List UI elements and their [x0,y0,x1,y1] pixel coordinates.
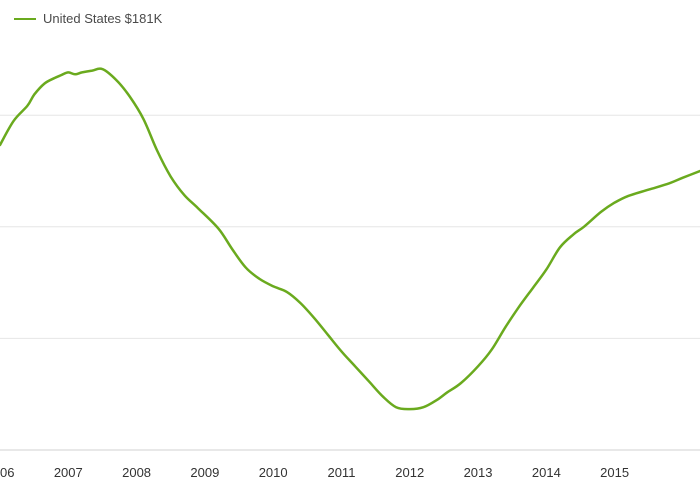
legend-swatch [14,17,36,20]
legend-label: United States $181K [43,11,163,26]
x-tick-label: 2013 [464,465,493,480]
x-tick-label: 2008 [122,465,151,480]
x-tick-label: 2012 [395,465,424,480]
legend: United States $181K [14,11,162,26]
x-tick-label: 2015 [600,465,629,480]
grid-lines [0,114,700,339]
x-tick-label: 2006 [0,465,14,480]
series-line-united-states [0,67,700,411]
x-tick-label: 2014 [532,465,561,480]
x-tick-label: 2010 [259,465,288,480]
x-tick-label: 2009 [190,465,219,480]
x-tick-label: 2007 [54,465,83,480]
x-tick-label: 2011 [327,465,355,480]
x-axis-ticks: 2006 2007 2008 2009 2010 2011 2012 2013 2014 2015 [0,465,629,480]
